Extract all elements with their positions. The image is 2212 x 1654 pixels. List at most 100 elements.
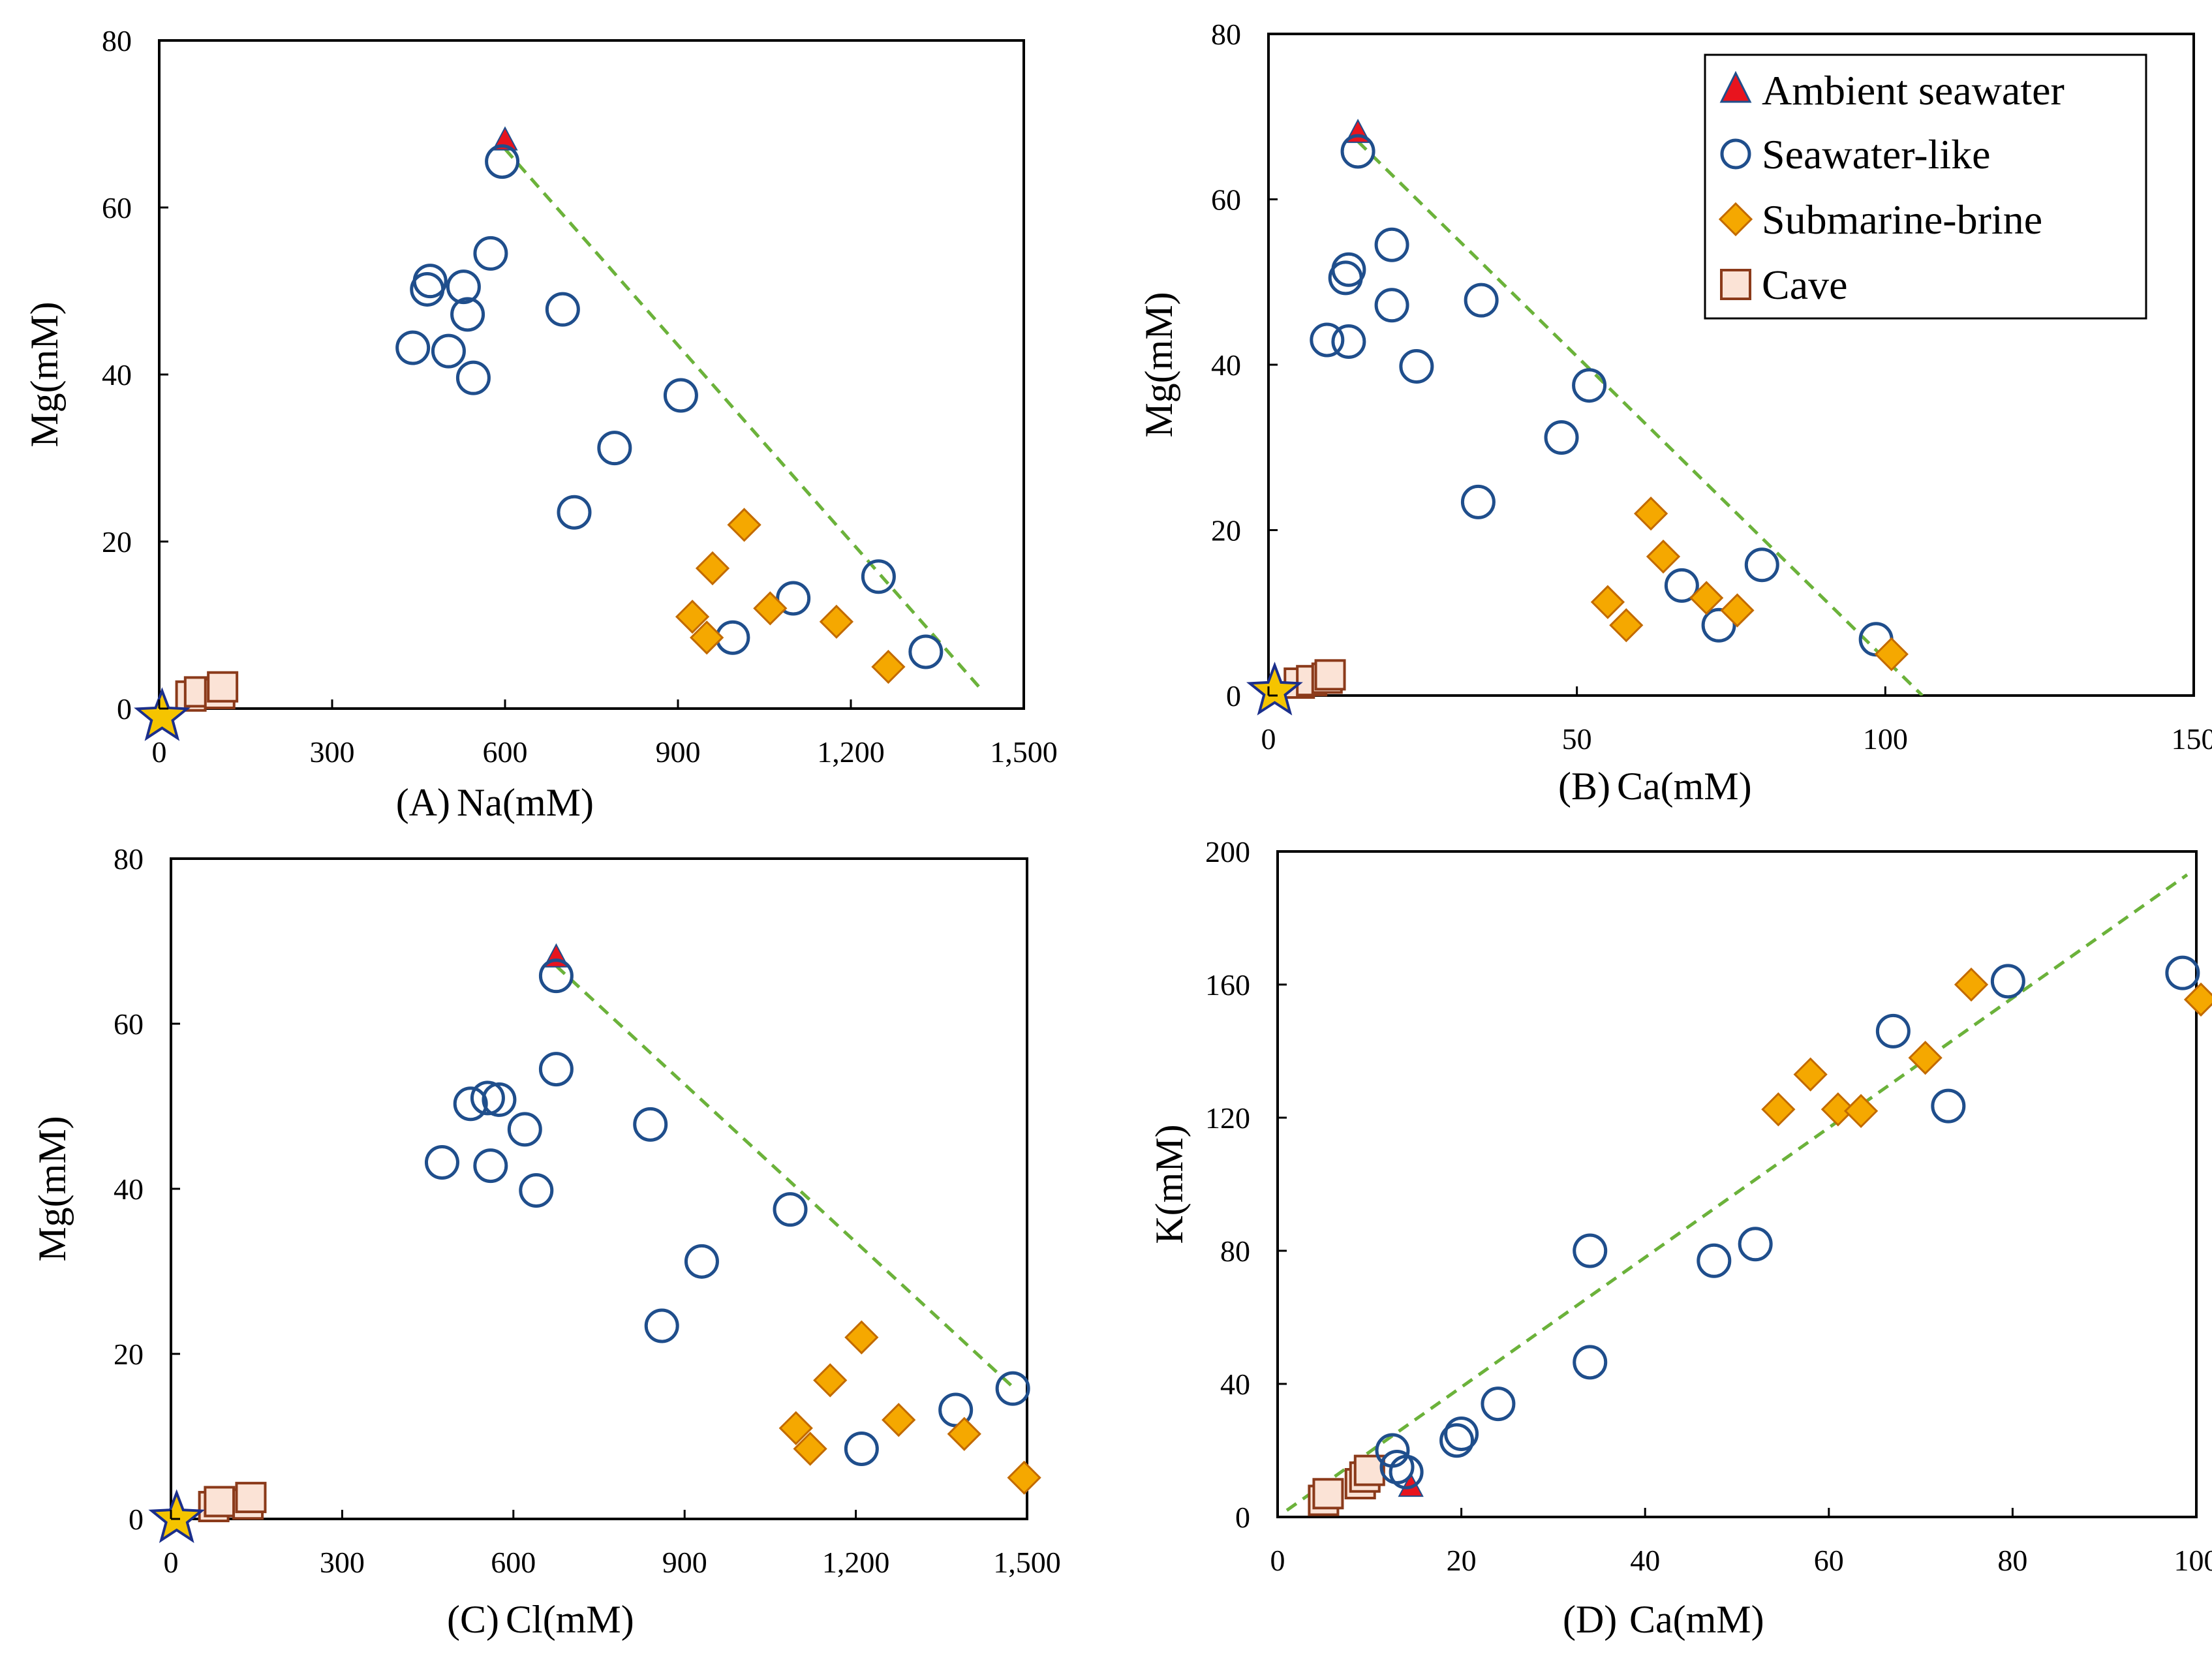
point-seawater-like-a xyxy=(446,269,481,305)
x-tick-label-b: 0 xyxy=(1261,722,1276,756)
point-submarine-brine-a xyxy=(819,604,854,639)
point-seawater-like-c xyxy=(644,1308,679,1343)
y-tick-label-c: 60 xyxy=(114,1007,144,1041)
legend-submarine-brine-marker xyxy=(1718,202,1753,237)
x-tick-label-a: 1,200 xyxy=(817,735,885,769)
y-tick-label-c: 20 xyxy=(114,1338,144,1371)
point-submarine-brine-c xyxy=(882,1403,916,1437)
point-seawater-like-c xyxy=(470,1080,505,1116)
x-tick-label-b: 100 xyxy=(1863,722,1908,756)
point-seawater-like-d xyxy=(1573,1233,1608,1268)
x-tick-label-d: 80 xyxy=(1997,1544,2027,1577)
x-tick-label-d: 60 xyxy=(1814,1544,1844,1577)
legend-cave-label: Cave xyxy=(1762,262,1848,308)
ylabel-a: Mg(mM) xyxy=(23,301,66,447)
x-tick-label-c: 300 xyxy=(320,1546,365,1579)
point-seawater-like-c xyxy=(453,1086,488,1122)
point-seawater-like-d xyxy=(1738,1227,1773,1262)
point-submarine-brine-c xyxy=(1007,1460,1041,1495)
point-submarine-brine-d xyxy=(1843,1094,1879,1128)
point-seawater-like-b xyxy=(1331,324,1366,360)
x-tick-label-c: 900 xyxy=(662,1546,707,1579)
point-submarine-brine-b xyxy=(1874,637,1909,671)
point-seawater-like-a xyxy=(597,431,632,466)
point-cave-c xyxy=(235,1482,267,1514)
point-seawater-like-a xyxy=(395,330,431,365)
trend-line-d xyxy=(1285,873,2189,1512)
point-submarine-brine-c xyxy=(778,1411,813,1445)
point-seawater-like-c xyxy=(773,1192,808,1227)
y-tick-label-c: 40 xyxy=(114,1172,144,1206)
point-seawater-like-a xyxy=(450,297,485,332)
point-submarine-brine-a xyxy=(871,649,906,684)
point-submarine-brine-a xyxy=(675,600,710,634)
point-seawater-like-c xyxy=(995,1371,1030,1406)
xlabel-b: Ca(mM) xyxy=(1617,765,1752,808)
point-submarine-brine-b xyxy=(1590,585,1625,619)
y-tick-label-b: 40 xyxy=(1211,348,1241,382)
point-seawater-like-b xyxy=(1701,607,1736,643)
ylabel-d: K(mM) xyxy=(1148,1124,1191,1244)
point-seawater-like-d xyxy=(1439,1423,1475,1458)
x-tick-label-c: 600 xyxy=(491,1546,536,1579)
x-tick-label-a: 300 xyxy=(310,735,355,769)
point-seawater-like-b xyxy=(1399,349,1434,384)
x-tick-label-d: 40 xyxy=(1630,1544,1660,1577)
point-submarine-brine-d xyxy=(1954,967,1989,1002)
y-tick-label-b: 0 xyxy=(1226,679,1241,712)
point-seawater-like-b xyxy=(1340,134,1375,169)
x-tick-label-b: 150 xyxy=(2172,722,2212,756)
y-tick-label-b: 80 xyxy=(1211,18,1241,51)
xlabel-a: Na(mM) xyxy=(457,781,594,824)
point-seawater-like-b xyxy=(1464,283,1499,318)
panel-label-a: (A) xyxy=(396,781,450,824)
point-cave-b xyxy=(1314,659,1346,691)
x-tick-label-c: 1,200 xyxy=(822,1546,890,1579)
point-submarine-brine-d xyxy=(1820,1092,1856,1127)
point-seawater-like-b xyxy=(1374,227,1409,262)
point-seawater-like-c xyxy=(633,1107,668,1142)
x-tick-label-a: 0 xyxy=(152,735,167,769)
y-tick-label-d: 120 xyxy=(1205,1101,1250,1135)
legend: Ambient seawater Seawater-like Submarine… xyxy=(1704,54,2147,320)
point-submarine-brine-d xyxy=(1761,1092,1796,1127)
point-seawater-like-d xyxy=(1573,1345,1608,1380)
point-seawater-like-d xyxy=(1875,1013,1911,1049)
point-seawater-like-c xyxy=(538,1052,574,1087)
x-tick-label-a: 1,500 xyxy=(990,735,1058,769)
star-marker-c xyxy=(148,1489,206,1543)
point-seawater-like-c xyxy=(844,1431,879,1466)
y-tick-label-c: 0 xyxy=(129,1503,144,1536)
point-submarine-brine-a xyxy=(690,620,724,655)
point-seawater-like-d xyxy=(1389,1454,1424,1490)
point-seawater-like-b xyxy=(1328,260,1363,296)
y-tick-label-c: 80 xyxy=(114,842,144,876)
y-tick-label-d: 40 xyxy=(1220,1368,1250,1401)
point-seawater-like-a xyxy=(861,559,896,594)
legend-ambient-seawater-label: Ambient seawater xyxy=(1762,67,2065,114)
ylabel-c: Mg(mM) xyxy=(31,1116,74,1261)
point-seawater-like-c xyxy=(507,1112,542,1147)
point-seawater-like-d xyxy=(2165,955,2200,990)
x-tick-label-d: 20 xyxy=(1447,1544,1477,1577)
y-tick-label-a: 60 xyxy=(102,191,132,224)
plot-frame-a xyxy=(158,39,1025,710)
trend-line-b xyxy=(1357,140,1924,696)
x-tick-label-a: 900 xyxy=(656,735,701,769)
x-tick-label-a: 600 xyxy=(483,735,528,769)
point-seawater-like-a xyxy=(545,292,580,327)
point-cave-a xyxy=(207,671,239,703)
point-seawater-like-b xyxy=(1664,568,1699,603)
point-submarine-brine-a xyxy=(727,508,761,542)
ylabel-b: Mg(mM) xyxy=(1137,292,1180,437)
x-tick-label-d: 0 xyxy=(1270,1544,1285,1577)
y-tick-label-d: 80 xyxy=(1220,1234,1250,1268)
point-seawater-like-b xyxy=(1460,484,1496,519)
point-submarine-brine-b xyxy=(1720,593,1755,628)
y-tick-label-a: 40 xyxy=(102,358,132,391)
legend-ambient-seawater-marker xyxy=(1719,70,1752,103)
point-seawater-like-c xyxy=(482,1082,517,1117)
panel-label-b: (B) xyxy=(1558,765,1610,808)
star-marker-a xyxy=(134,687,191,741)
